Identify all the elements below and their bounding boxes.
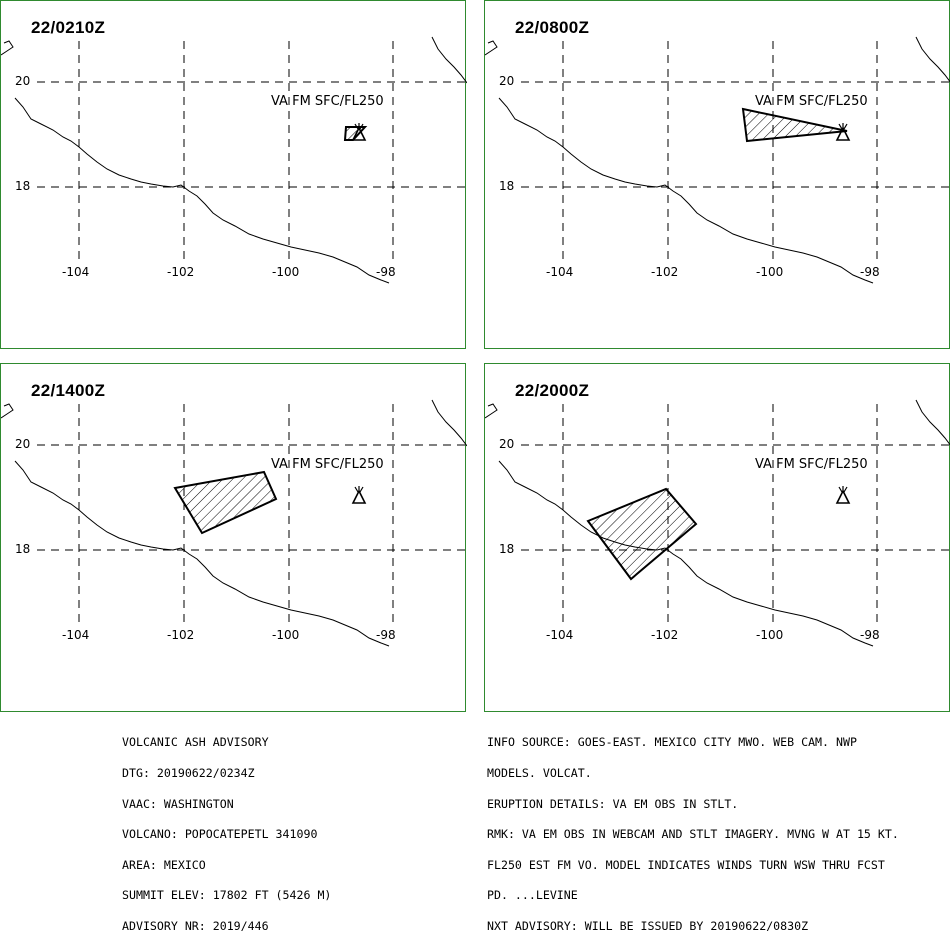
advisory-line: INFO SOURCE: GOES-EAST. MEXICO CITY MWO.… [487, 735, 857, 750]
ash-cloud-polygon [586, 487, 698, 581]
map-panel: 22/2000Z VA FM SFC/FL250 20 18 -104 -102 -100 -… [484, 363, 950, 712]
latitude-label: 18 [15, 179, 31, 193]
peninsula-coastline [1, 40, 14, 56]
ash-level-label: VA FM SFC/FL250 [755, 94, 868, 109]
map-canvas [485, 36, 950, 284]
map-canvas [1, 36, 467, 284]
advisory-line: RMK: VA EM OBS IN WEBCAM AND STLT IMAGER… [487, 827, 899, 842]
pacific-coastline [498, 460, 874, 647]
longitude-label: -100 [272, 628, 300, 642]
advisory-line: NXT ADVISORY: WILL BE ISSUED BY 20190622… [487, 918, 809, 933]
ash-level-label: VA FM SFC/FL250 [755, 457, 868, 472]
longitude-label: -104 [62, 265, 90, 279]
longitude-label: -98 [860, 265, 880, 279]
longitude-label: -98 [860, 628, 880, 642]
gulf-coastline [431, 36, 467, 84]
advisory-line: SUMMIT ELEV: 17802 FT (5426 M) [122, 888, 332, 903]
gulf-coastline [431, 399, 467, 447]
map-panel: 22/0210Z VA FM SFC/FL250 20 18 -104 -102 -100 -… [0, 0, 467, 349]
latitude-label: 18 [499, 179, 515, 193]
longitude-label: -104 [62, 628, 90, 642]
longitude-label: -102 [167, 628, 195, 642]
advisory-line: ERUPTION DETAILS: VA EM OBS IN STLT. [487, 796, 739, 811]
panel-valid-time: 22/1400Z [31, 381, 106, 400]
longitude-label: -100 [756, 265, 784, 279]
pacific-coastline [14, 97, 390, 284]
advisory-line: VAAC: WASHINGTON [122, 796, 234, 811]
map-panel: 22/0800Z VA FM SFC/FL250 20 18 -104 -102 -100 -… [484, 0, 950, 349]
advisory-details-right: INFO SOURCE: GOES-EAST. MEXICO CITY MWO.… [487, 717, 899, 941]
advisory-line: AREA: MEXICO [122, 857, 206, 872]
map-canvas [485, 399, 950, 647]
latitude-label: 20 [15, 437, 31, 451]
advisory-header-left: VOLCANIC ASH ADVISORY DTG: 20190622/0234… [122, 717, 331, 941]
advisory-line: VOLCANO: POPOCATEPETL 341090 [122, 827, 318, 842]
volcano-icon [835, 486, 851, 504]
longitude-label: -102 [651, 265, 679, 279]
panel-valid-time: 22/2000Z [515, 381, 590, 400]
volcano-icon [835, 123, 851, 141]
volcano-icon [351, 123, 367, 141]
peninsula-coastline [485, 403, 498, 419]
ash-cloud-polygon [173, 470, 278, 535]
latitude-label: 20 [499, 437, 515, 451]
map-canvas [1, 399, 467, 647]
latitude-label: 18 [15, 542, 31, 556]
advisory-line: DTG: 20190622/0234Z [122, 766, 255, 780]
volcano-icon [351, 486, 367, 504]
map-panel: 22/1400Z VA FM SFC/FL250 20 18 -104 -102 -100 -… [0, 363, 467, 712]
advisory-line: PD. ...LEVINE [487, 888, 578, 903]
peninsula-coastline [485, 40, 498, 56]
gulf-coastline [915, 36, 950, 83]
advisory-line: VOLCANIC ASH ADVISORY [122, 735, 269, 750]
latitude-label: 20 [499, 74, 515, 88]
longitude-label: -100 [756, 628, 784, 642]
panel-valid-time: 22/0800Z [515, 18, 590, 37]
peninsula-coastline [1, 403, 14, 419]
ash-cloud-polygon [741, 107, 848, 143]
panel-valid-time: 22/0210Z [31, 18, 106, 37]
latitude-label: 18 [499, 542, 515, 556]
longitude-label: -98 [376, 265, 396, 279]
longitude-label: -104 [546, 628, 574, 642]
gulf-coastline [915, 399, 950, 446]
longitude-label: -102 [167, 265, 195, 279]
pacific-coastline [14, 460, 390, 647]
ash-level-label: VA FM SFC/FL250 [271, 457, 384, 472]
longitude-label: -104 [546, 265, 574, 279]
latitude-label: 20 [15, 74, 31, 88]
pacific-coastline [498, 97, 874, 284]
advisory-line: MODELS. VOLCAT. [487, 766, 592, 780]
longitude-label: -100 [272, 265, 300, 279]
advisory-line: ADVISORY NR: 2019/446 [122, 918, 269, 933]
ash-level-label: VA FM SFC/FL250 [271, 94, 384, 109]
longitude-label: -102 [651, 628, 679, 642]
advisory-line: FL250 EST FM VO. MODEL INDICATES WINDS T… [487, 857, 885, 872]
longitude-label: -98 [376, 628, 396, 642]
